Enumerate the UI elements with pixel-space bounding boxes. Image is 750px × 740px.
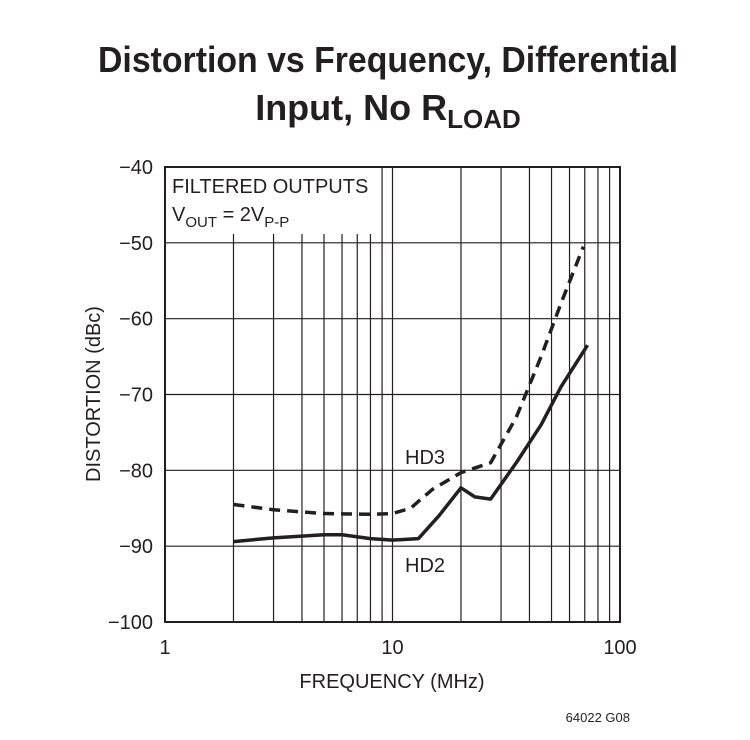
- annotation: VOUT = 2VP-P: [172, 204, 289, 231]
- plot-frame: [164, 166, 621, 623]
- y-tick-label: −90: [119, 536, 153, 558]
- chart-title: Distortion vs Frequency, Differential: [98, 39, 678, 80]
- y-tick-label: −60: [119, 309, 153, 331]
- annotation-part: OUT: [185, 214, 217, 231]
- x-tick-label: 100: [603, 637, 636, 659]
- plot-area: −40 −50 −60 −70 −80 −90 −100 1 10 100 FILTERED OUT…: [108, 157, 637, 659]
- x-tick-label: 1: [159, 637, 170, 659]
- data-line: [233, 245, 585, 517]
- annotation-part: = 2V: [217, 204, 265, 226]
- x-axis-label: FREQUENCY (MHz): [299, 671, 484, 693]
- title-text: Input, No R: [255, 87, 447, 128]
- series-label: HD2: [405, 555, 445, 577]
- annotation-part: P-P: [264, 214, 289, 231]
- y-axis-label: DISTORTION (dBc): [83, 306, 105, 482]
- y-tick-label: −100: [108, 612, 153, 634]
- y-tick-label: −70: [119, 385, 153, 407]
- footnote: 64022 G08: [566, 710, 630, 725]
- data-line: [233, 344, 590, 544]
- chart-title-line2: Input, No RLOAD: [255, 87, 521, 134]
- annotation-box: [166, 168, 381, 234]
- annotation: FILTERED OUTPUTS: [172, 176, 368, 198]
- y-tick-label: −50: [119, 233, 153, 255]
- series-label: HD3: [405, 447, 445, 469]
- annotation-part: V: [172, 204, 186, 226]
- title-subscript: LOAD: [447, 104, 521, 134]
- y-tick-label: −40: [119, 157, 153, 179]
- y-tick-label: −80: [119, 460, 153, 482]
- x-tick-label: 10: [381, 637, 403, 659]
